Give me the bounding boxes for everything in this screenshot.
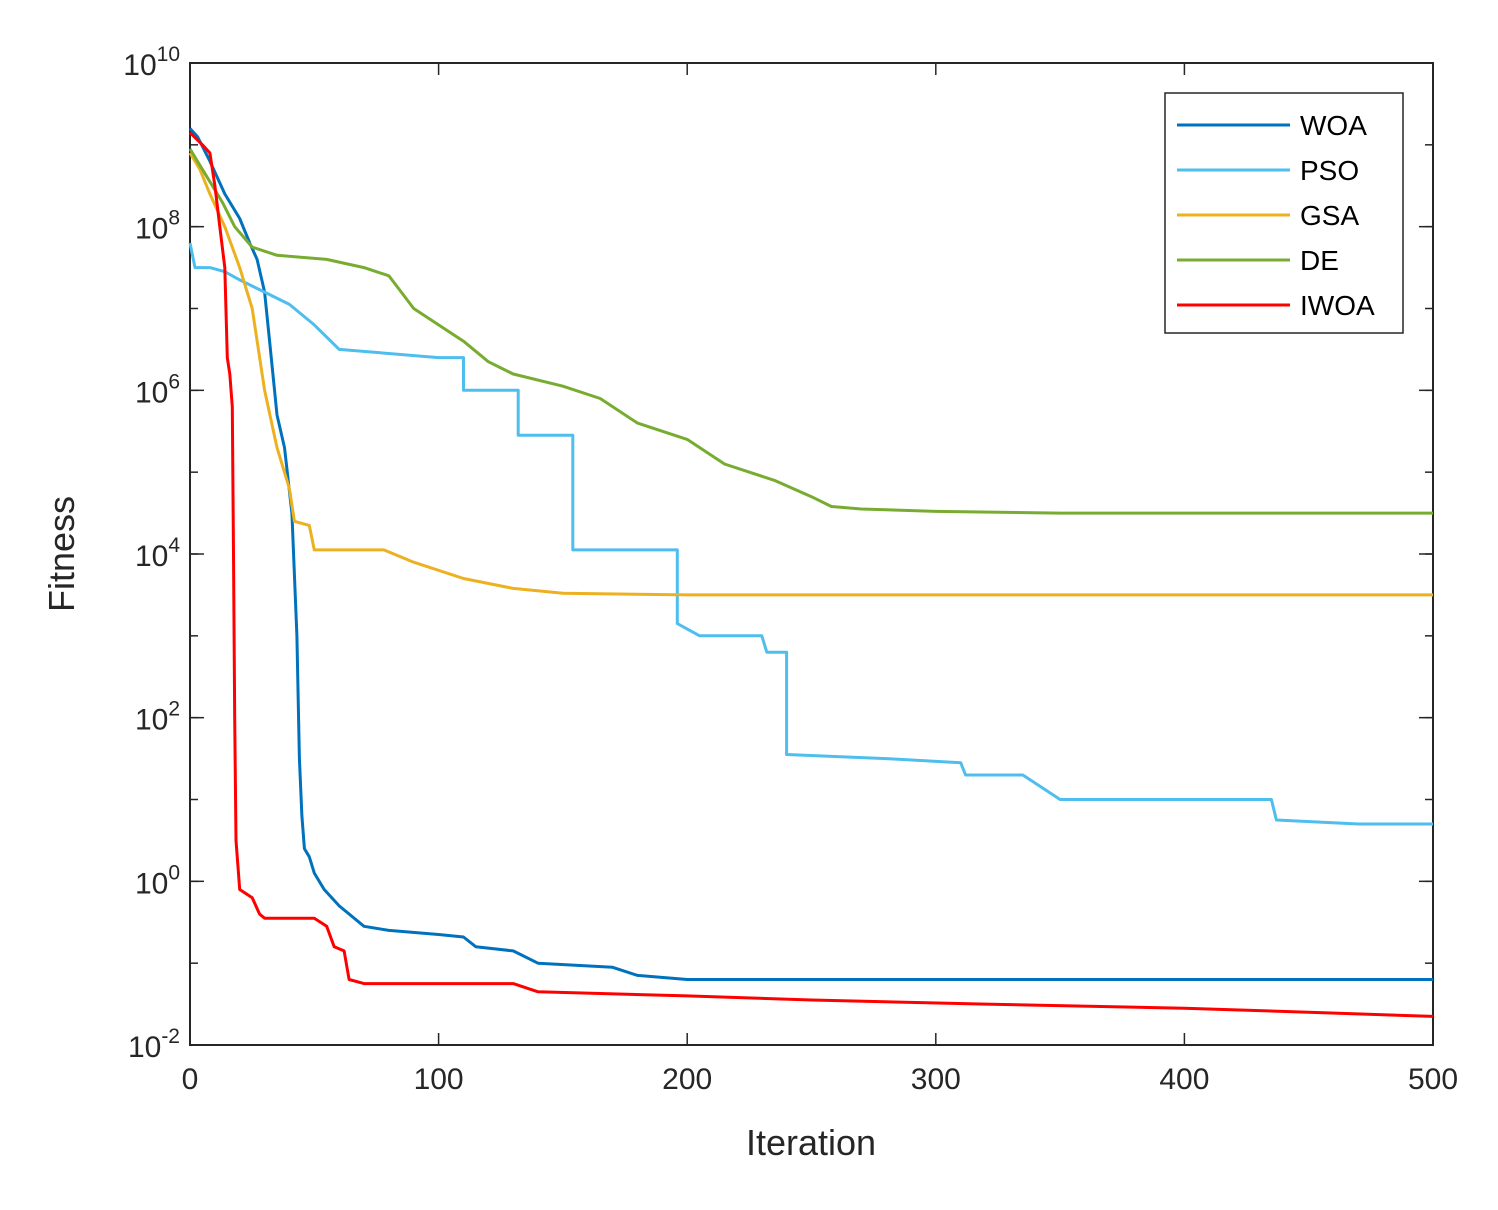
series-line-pso xyxy=(188,242,1433,826)
series-line-iwoa xyxy=(188,131,1434,1018)
x-tick-label: 300 xyxy=(911,1063,961,1096)
y-tick-label: 10-2 xyxy=(128,1025,180,1064)
legend-label-iwoa: IWOA xyxy=(1300,290,1375,321)
y-tick-label: 100 xyxy=(135,861,180,900)
x-tick-label: 400 xyxy=(1159,1063,1209,1096)
y-tick-label: 104 xyxy=(135,534,180,573)
x-tick-label: 0 xyxy=(182,1063,199,1096)
legend: WOA PSO GSA DE IWOA xyxy=(1164,92,1404,334)
y-axis-label: Fitness xyxy=(41,496,82,612)
series-line-de xyxy=(188,148,1433,515)
x-tick-label: 100 xyxy=(414,1063,464,1096)
legend-label-de: DE xyxy=(1300,245,1339,276)
y-tick-label: 108 xyxy=(135,207,180,246)
x-axis-ticks: 0 100 200 300 400 500 xyxy=(182,63,1458,1096)
series-lines xyxy=(188,127,1434,1018)
x-axis-label: Iteration xyxy=(746,1122,876,1163)
x-tick-label: 500 xyxy=(1408,1063,1458,1096)
legend-box xyxy=(1164,92,1404,334)
legend-label-woa: WOA xyxy=(1300,110,1367,141)
legend-label-gsa: GSA xyxy=(1300,200,1359,231)
x-tick-label: 200 xyxy=(662,1063,712,1096)
y-tick-label: 106 xyxy=(135,370,180,409)
legend-label-pso: PSO xyxy=(1300,155,1359,186)
y-axis-ticks: 10-2 100 102 104 106 108 1010 xyxy=(123,43,1433,1064)
y-tick-label: 102 xyxy=(135,698,180,737)
series-line-gsa xyxy=(188,152,1433,597)
y-tick-label: 1010 xyxy=(123,43,180,82)
